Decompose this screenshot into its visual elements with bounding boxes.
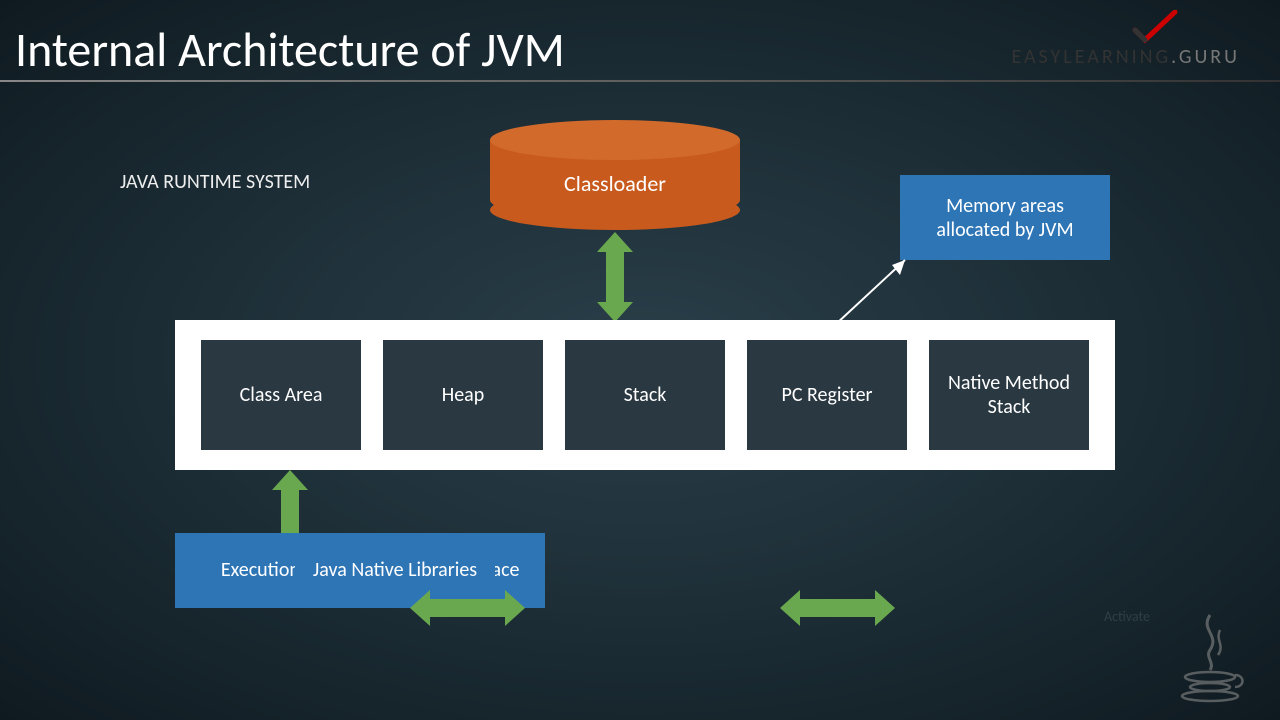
brand-logo-text: EASYLEARNING.GURU: [1011, 45, 1240, 69]
callout-arrow-icon: [830, 250, 920, 330]
activate-watermark: Activate: [1104, 608, 1150, 625]
memory-areas-label-box: Memory areas allocated by JVM: [900, 175, 1110, 260]
title-underline: [0, 80, 1280, 82]
memory-areas-container: Class Area Heap Stack PC Register Native…: [175, 320, 1115, 470]
classloader-cylinder: Classloader: [490, 120, 740, 230]
logo-primary: EASYLEARNING: [1011, 45, 1171, 69]
page-title: Internal Architecture of JVM: [15, 20, 565, 79]
memory-area-native-method-stack: Native Method Stack: [929, 340, 1089, 450]
classloader-label: Classloader: [490, 170, 740, 197]
java-logo-icon: [1170, 605, 1250, 705]
subtitle-label: JAVA RUNTIME SYSTEM: [120, 170, 310, 194]
arrow-native-if-to-native-lib: [780, 590, 895, 626]
arrow-classloader-to-memory: [600, 232, 630, 322]
memory-area-pc-register: PC Register: [747, 340, 907, 450]
memory-area-class-area: Class Area: [201, 340, 361, 450]
memory-area-stack: Stack: [565, 340, 725, 450]
memory-area-heap: Heap: [383, 340, 543, 450]
arrow-exec-to-native-if: [410, 590, 525, 626]
logo-secondary: .GURU: [1171, 45, 1240, 69]
logo-checkmark-icon: [1130, 10, 1180, 45]
